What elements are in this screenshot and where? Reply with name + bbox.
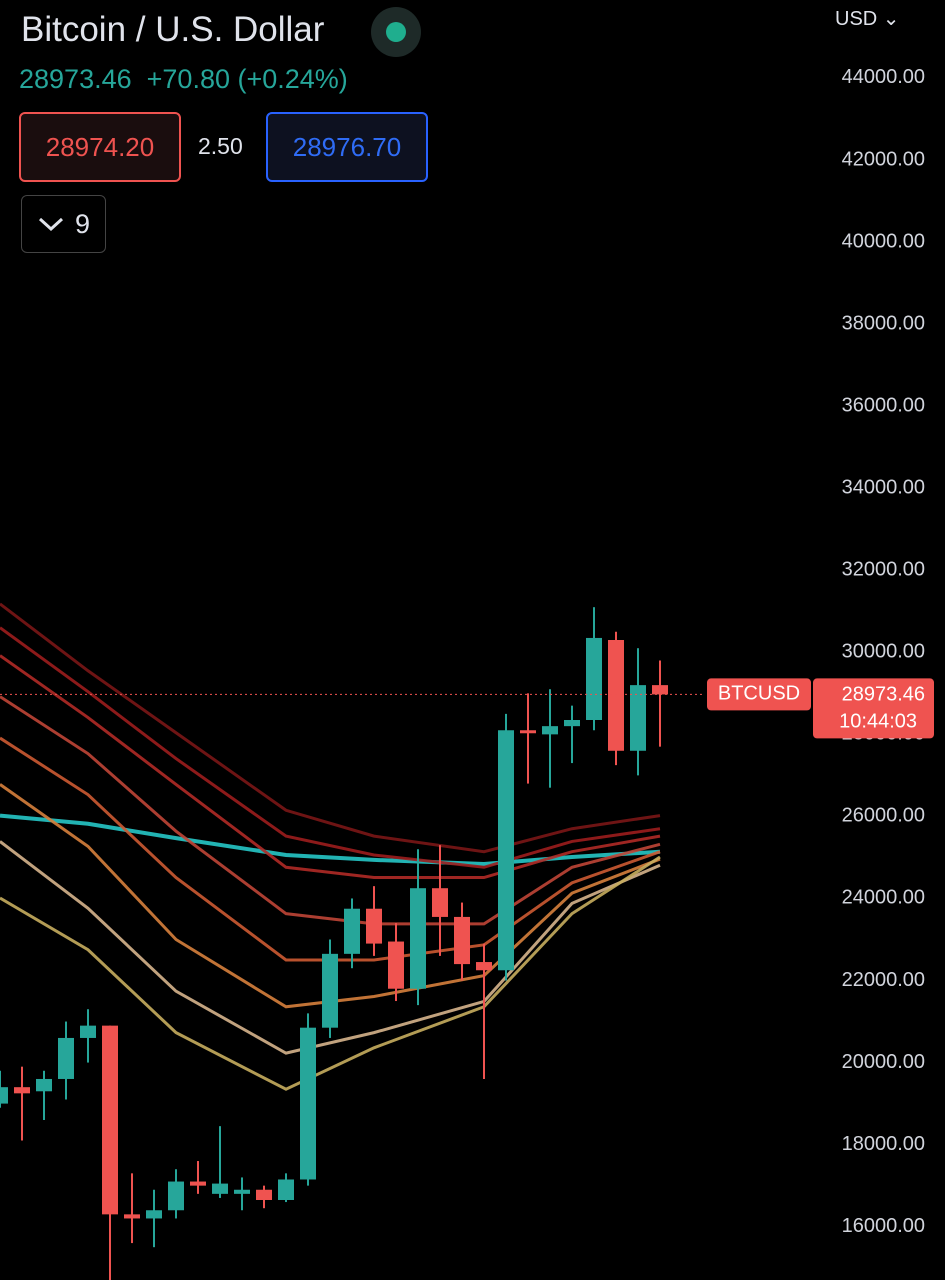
y-tick-label: 42000.00	[842, 148, 925, 170]
candle-body	[344, 908, 360, 954]
last-price: 28973.46	[19, 64, 132, 94]
price-line: 28973.46 +70.80 (+0.24%)	[19, 64, 348, 95]
y-tick-label: 24000.00	[842, 887, 925, 909]
candle-body	[102, 1025, 118, 1215]
price-tag	[813, 678, 934, 739]
moving-average	[0, 840, 661, 1055]
y-tick-label: 34000.00	[842, 476, 925, 498]
candle-body	[410, 888, 426, 989]
candle-body	[608, 640, 624, 751]
candle-body	[14, 1087, 30, 1094]
y-tick-label: 16000.00	[842, 1215, 925, 1237]
candle-body	[58, 1037, 74, 1079]
candle-body	[388, 941, 404, 989]
candle-body	[476, 962, 492, 971]
candle-body	[432, 888, 448, 917]
candle-body	[212, 1183, 228, 1194]
y-tick-label: 22000.00	[842, 969, 925, 991]
candle-body	[586, 637, 602, 720]
y-tick-label: 30000.00	[842, 641, 925, 663]
y-tick-label: 32000.00	[842, 559, 925, 581]
candle-body	[234, 1189, 250, 1194]
candle-body	[454, 916, 470, 965]
candle-body	[630, 685, 646, 751]
indicator-count: 9	[74, 208, 91, 239]
y-tick-label: 38000.00	[842, 312, 925, 334]
candle-body	[498, 730, 514, 971]
price-tag-label: 28973.46	[842, 684, 925, 706]
moving-average	[0, 626, 661, 869]
candle-body	[146, 1210, 162, 1219]
change: +70.80 (+0.24%)	[146, 64, 348, 94]
symbol-tag	[707, 678, 811, 711]
status	[371, 7, 421, 57]
y-tick-label: 36000.00	[842, 394, 925, 416]
candle-body	[322, 953, 338, 1028]
y-tick-label: 40000.00	[842, 230, 925, 252]
y-tick-label: 26000.00	[842, 805, 925, 827]
y-tick-label: 20000.00	[842, 1051, 925, 1073]
candle-body	[278, 1179, 294, 1200]
moving-average	[0, 602, 661, 854]
candle-body	[542, 726, 558, 735]
buy-button[interactable]: 28976.70	[266, 112, 428, 182]
candle-body	[300, 1027, 316, 1180]
status-dot	[386, 22, 406, 42]
sell-button[interactable]: 28974.20	[19, 112, 181, 182]
y-tick-label: 18000.00	[842, 1133, 925, 1155]
moving-average	[0, 695, 661, 926]
currency[interactable]: USD ⌄	[835, 6, 910, 37]
candle-body	[190, 1181, 206, 1186]
y-tick-label: 44000.00	[842, 66, 925, 88]
candle-body	[124, 1214, 140, 1219]
candle-body	[564, 720, 580, 727]
candle-body	[36, 1078, 52, 1092]
moving-average	[0, 813, 661, 867]
candle-body	[80, 1025, 96, 1038]
candle-body	[520, 730, 536, 734]
title: Bitcoin / U.S. Dollar	[21, 10, 325, 49]
spread: 2.50	[198, 133, 243, 159]
moving-average	[0, 855, 661, 1091]
currency-label: USD	[835, 8, 878, 30]
indicators-toggle[interactable]: 9	[21, 195, 106, 253]
moving-average	[0, 654, 661, 880]
chevron	[38, 217, 63, 232]
candle-body	[0, 1087, 8, 1104]
candle-body	[652, 685, 668, 695]
candle-body	[366, 908, 382, 944]
candle-body	[168, 1181, 184, 1211]
candle-body	[256, 1189, 272, 1200]
symbol-label: BTCUSD	[718, 683, 800, 705]
countdown-label: 10:44:03	[839, 711, 917, 733]
